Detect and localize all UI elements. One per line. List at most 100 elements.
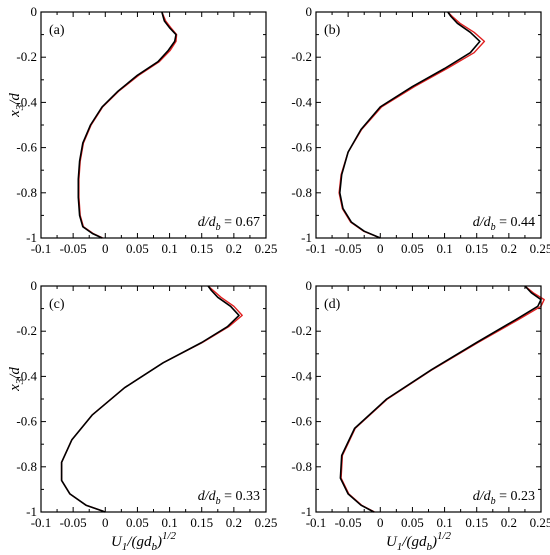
x-tick-label: 0 (102, 241, 109, 256)
ratio-annotation: d/db = 0.23 (473, 489, 535, 507)
x-tick-label: 0.15 (465, 241, 488, 256)
x-tick-label: 0.25 (530, 515, 550, 530)
y-tick-label: -0.2 (16, 49, 37, 64)
x-tick-label: 0.05 (126, 241, 149, 256)
xlabel-sub: 1 (122, 541, 128, 553)
ratio-annotation: d/db = 0.44 (473, 215, 535, 233)
y-tick-label: -0.8 (291, 185, 312, 200)
x-tick-label: 0.1 (161, 241, 177, 256)
ratio-sub: b (216, 222, 221, 233)
panel-label: (a) (49, 23, 65, 38)
x-tick-label: 0 (102, 515, 109, 530)
series-line-black (60, 285, 240, 513)
x-tick-label: 0 (377, 515, 384, 530)
x-tick-label: -0.05 (60, 515, 87, 530)
y-tick-label: -0.6 (291, 140, 312, 155)
x-tick-label: 0.15 (190, 241, 213, 256)
x-tick-label: 0.1 (161, 515, 177, 530)
xlabel-rest2: ) (156, 534, 162, 550)
panel-label: (d) (324, 297, 341, 312)
y-tick-label: -0.2 (16, 323, 37, 338)
x-tick-label: 0.25 (255, 515, 278, 530)
panel-label: (b) (324, 23, 341, 38)
y-tick-label: -0.6 (16, 414, 37, 429)
x-tick-label: 0.05 (401, 241, 424, 256)
panel-c: -0.1 -0.05 0 0.05 0.1 0.15 0.2 0.25 0 -0.2 -0.4 -0.… (7, 278, 277, 553)
ratio-sub: b (216, 496, 221, 507)
series-line-red (60, 285, 243, 513)
ratio-var: d/d (473, 215, 492, 230)
x-tick-label: -0.05 (60, 241, 87, 256)
ylabel-rest: /d (7, 367, 23, 380)
y-tick-label: 0 (306, 4, 313, 19)
y-tick-label: -0.8 (16, 185, 37, 200)
series-line-black (77, 11, 177, 239)
xlabel-rest: /(gd (401, 534, 427, 550)
y-tick-label: -0.8 (16, 459, 37, 474)
plot-frame (315, 285, 542, 513)
y-tick-label: 0 (31, 278, 38, 293)
series-line-black (339, 285, 542, 513)
y-tick-label: 0 (31, 4, 38, 19)
x-tick-label: 0 (377, 241, 384, 256)
xlabel-sub2: b (151, 541, 157, 553)
panel-a: -0.1 -0.05 0 0.05 0.1 0.15 0.2 0.25 0 -0.2 -0.4 -0.… (7, 4, 277, 256)
ratio-var: d/d (198, 215, 217, 230)
x-tick-label: -0.05 (335, 515, 362, 530)
ratio-var: d/d (473, 489, 492, 504)
x-tick-label: 0.05 (126, 515, 149, 530)
ylabel-rest: /d (7, 93, 23, 106)
xlabel-main: U (386, 534, 398, 550)
y-tick-label: -1 (26, 230, 37, 245)
y-axis-label: x3/d (7, 367, 26, 392)
x-tick-label: 0.2 (226, 241, 242, 256)
x-axis-label: U1/(gdb)1/2 (111, 530, 177, 553)
plot-frame (40, 285, 267, 513)
ratio-value: = 0.44 (496, 215, 535, 230)
ratio-annotation: d/db = 0.33 (198, 489, 260, 507)
y-tick-label: -1 (301, 230, 312, 245)
x-tick-label: 0.2 (226, 515, 242, 530)
ratio-value: = 0.33 (221, 489, 260, 504)
y-tick-label: -0.4 (291, 94, 312, 109)
y-tick-label: -0.4 (16, 94, 37, 109)
ratio-value: = 0.23 (496, 489, 535, 504)
y-tick-label: -0.4 (291, 368, 312, 383)
x-tick-label: 0.2 (501, 515, 517, 530)
ratio-value: = 0.67 (221, 215, 260, 230)
series-line-red (338, 11, 486, 239)
plot-frame (315, 11, 542, 239)
y-tick-label: -0.2 (291, 323, 312, 338)
x-tick-label: -0.1 (306, 515, 327, 530)
y-tick-label: -0.2 (291, 49, 312, 64)
plot-frame (40, 11, 267, 239)
ratio-sub: b (491, 222, 496, 233)
xlabel-rest: /(gd (126, 534, 152, 550)
xlabel-sub2: b (426, 541, 432, 553)
x-axis-label: U1/(gdb)1/2 (386, 530, 452, 553)
x-tick-label: 0.25 (255, 241, 278, 256)
y-tick-label: -0.6 (16, 140, 37, 155)
xlabel-main: U (111, 534, 123, 550)
x-tick-label: 0.1 (436, 515, 452, 530)
x-tick-label: -0.1 (31, 515, 52, 530)
x-tick-label: 0.15 (190, 515, 213, 530)
ylabel-main: x (7, 110, 23, 118)
xlabel-sup: 1/2 (437, 530, 452, 542)
x-tick-label: 0.2 (501, 241, 517, 256)
x-tick-label: -0.1 (31, 241, 52, 256)
x-tick-label: 0.1 (436, 241, 452, 256)
ylabel-main: x (7, 384, 23, 392)
panel-b: -0.1 -0.05 0 0.05 0.1 0.15 0.2 0.25 0 -0.2 -0.4 -0.… (291, 4, 550, 256)
panel-d: -0.1 -0.05 0 0.05 0.1 0.15 0.2 0.25 0 -0.2 -0.4 -0.… (291, 278, 550, 553)
series-line-black (339, 11, 481, 239)
y-tick-label: -0.6 (291, 414, 312, 429)
y-tick-label: -1 (26, 504, 37, 519)
xlabel-sub: 1 (397, 541, 403, 553)
ylabel-sub: 3 (14, 104, 26, 111)
x-tick-label: -0.05 (335, 241, 362, 256)
y-axis-label: x3/d (7, 93, 26, 118)
ratio-annotation: d/db = 0.67 (198, 215, 260, 233)
y-tick-label: -0.4 (16, 368, 37, 383)
y-tick-label: -1 (301, 504, 312, 519)
